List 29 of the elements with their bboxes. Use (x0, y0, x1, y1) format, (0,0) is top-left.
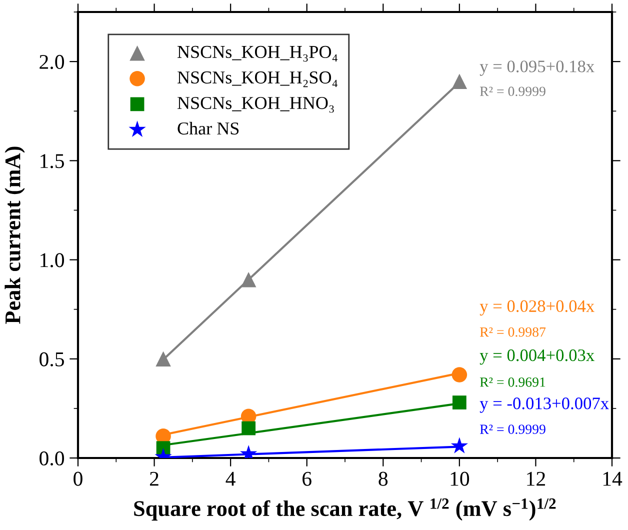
y-tick-label: 1.0 (40, 253, 64, 268)
legend-label: NSCNs_KOH_H₃PO₄ (178, 46, 338, 62)
x-axis-title: Square root of the scan rate, V $^{1/2}$ (mV s$^{−1}$)$^{1/2}$ (134, 498, 556, 521)
x-tick-label: 14 (603, 472, 622, 486)
legend-label: Char NS (178, 122, 239, 135)
annotation: R² = 0.9691 (480, 377, 546, 387)
annotation: R² = 0.9987 (480, 327, 546, 337)
x-tick-label: 8 (378, 472, 388, 486)
annotation: R² = 0.9999 (480, 424, 546, 434)
x-tick-label: 12 (527, 472, 545, 486)
point (452, 396, 466, 410)
annotation: y = 0.095+0.18x (480, 60, 594, 76)
x-tick-label: 10 (450, 472, 470, 486)
x-tick-label: 4 (226, 472, 236, 486)
y-tick-label: 2.0 (40, 54, 64, 70)
x-tick-label: 0 (74, 472, 82, 486)
x-tick-label: 2 (150, 472, 158, 486)
y-tick-label: 0.5 (40, 352, 64, 366)
point (156, 351, 171, 367)
x-tick-label: 6 (302, 472, 312, 486)
legend-label: NSCNs_KOH_HNO₃ (178, 96, 334, 113)
annotation: y = 0.004+0.03x (480, 349, 594, 365)
annotation: y = 0.028+0.04x (480, 300, 594, 316)
annotation: y = -0.013+0.007x (480, 398, 609, 413)
legend-label: NSCNs_KOH_H₂SO₄ (178, 71, 338, 88)
annotation: R² = 0.9999 (480, 86, 546, 96)
y-tick-label: 0.0 (40, 451, 64, 466)
y-tick-label: 1.5 (40, 154, 64, 168)
y-axis-title: Peak current (mA) (4, 146, 25, 324)
